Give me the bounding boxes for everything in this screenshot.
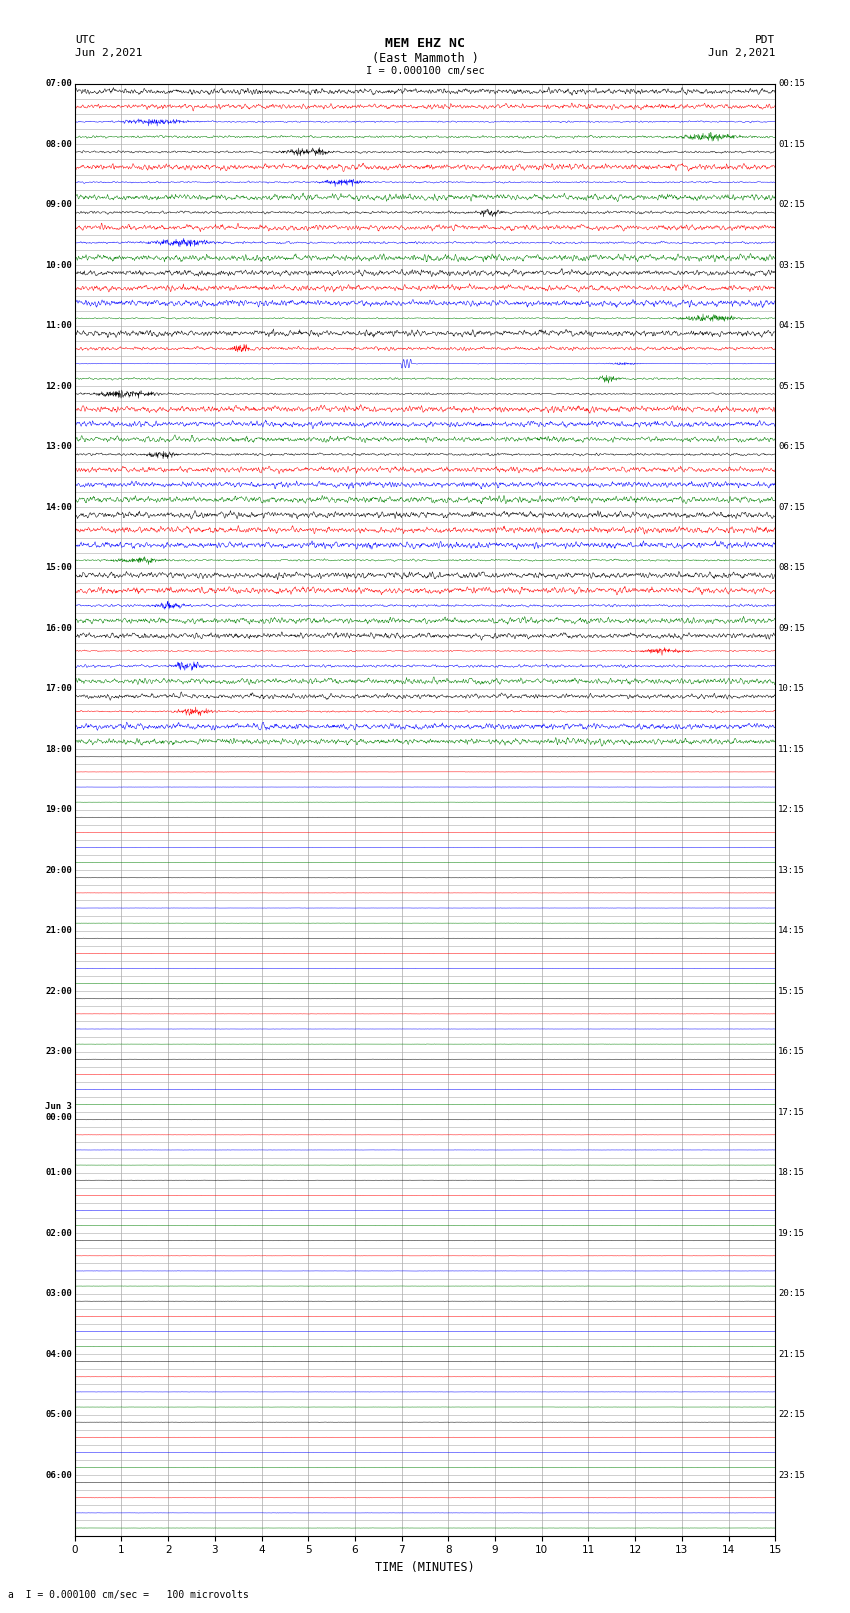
- Text: 13:00: 13:00: [45, 442, 72, 452]
- Text: 09:00: 09:00: [45, 200, 72, 210]
- Text: Jun 2,2021: Jun 2,2021: [708, 48, 775, 58]
- Text: 18:00: 18:00: [45, 745, 72, 753]
- Text: UTC: UTC: [75, 35, 95, 45]
- Text: 20:00: 20:00: [45, 866, 72, 874]
- Text: 07:00: 07:00: [45, 79, 72, 89]
- Text: 02:00: 02:00: [45, 1229, 72, 1237]
- Text: 12:00: 12:00: [45, 382, 72, 390]
- Text: 23:00: 23:00: [45, 1047, 72, 1057]
- Text: 21:00: 21:00: [45, 926, 72, 936]
- Text: Jun 3
00:00: Jun 3 00:00: [45, 1102, 72, 1123]
- Text: 07:15: 07:15: [778, 503, 805, 511]
- Text: 06:00: 06:00: [45, 1471, 72, 1479]
- Text: 10:15: 10:15: [778, 684, 805, 694]
- Text: I = 0.000100 cm/sec: I = 0.000100 cm/sec: [366, 66, 484, 76]
- Text: 23:15: 23:15: [778, 1471, 805, 1479]
- Text: 20:15: 20:15: [778, 1289, 805, 1298]
- Text: PDT: PDT: [755, 35, 775, 45]
- Text: 05:00: 05:00: [45, 1410, 72, 1419]
- Text: 01:00: 01:00: [45, 1168, 72, 1177]
- Text: 10:00: 10:00: [45, 261, 72, 269]
- Text: 16:00: 16:00: [45, 624, 72, 632]
- Text: MEM EHZ NC: MEM EHZ NC: [385, 37, 465, 50]
- Text: Jun 2,2021: Jun 2,2021: [75, 48, 142, 58]
- Text: a  I = 0.000100 cm/sec =   100 microvolts: a I = 0.000100 cm/sec = 100 microvolts: [8, 1590, 249, 1600]
- Text: 04:00: 04:00: [45, 1350, 72, 1358]
- Text: 11:00: 11:00: [45, 321, 72, 331]
- Text: 15:15: 15:15: [778, 987, 805, 995]
- Text: 01:15: 01:15: [778, 140, 805, 148]
- Text: 15:00: 15:00: [45, 563, 72, 573]
- Text: 12:15: 12:15: [778, 805, 805, 815]
- Text: 08:15: 08:15: [778, 563, 805, 573]
- Text: 18:15: 18:15: [778, 1168, 805, 1177]
- Text: 02:15: 02:15: [778, 200, 805, 210]
- Text: 03:15: 03:15: [778, 261, 805, 269]
- Text: 08:00: 08:00: [45, 140, 72, 148]
- Text: 00:15: 00:15: [778, 79, 805, 89]
- Text: 22:00: 22:00: [45, 987, 72, 995]
- Text: 21:15: 21:15: [778, 1350, 805, 1358]
- Text: 16:15: 16:15: [778, 1047, 805, 1057]
- Text: 14:00: 14:00: [45, 503, 72, 511]
- Text: 17:00: 17:00: [45, 684, 72, 694]
- Text: (East Mammoth ): (East Mammoth ): [371, 52, 479, 65]
- Text: 22:15: 22:15: [778, 1410, 805, 1419]
- Text: 06:15: 06:15: [778, 442, 805, 452]
- Text: 19:15: 19:15: [778, 1229, 805, 1237]
- Text: 09:15: 09:15: [778, 624, 805, 632]
- Text: 14:15: 14:15: [778, 926, 805, 936]
- Text: 11:15: 11:15: [778, 745, 805, 753]
- Text: 19:00: 19:00: [45, 805, 72, 815]
- Text: 05:15: 05:15: [778, 382, 805, 390]
- Text: 03:00: 03:00: [45, 1289, 72, 1298]
- Text: 13:15: 13:15: [778, 866, 805, 874]
- Text: 17:15: 17:15: [778, 1108, 805, 1116]
- X-axis label: TIME (MINUTES): TIME (MINUTES): [375, 1561, 475, 1574]
- Text: 04:15: 04:15: [778, 321, 805, 331]
